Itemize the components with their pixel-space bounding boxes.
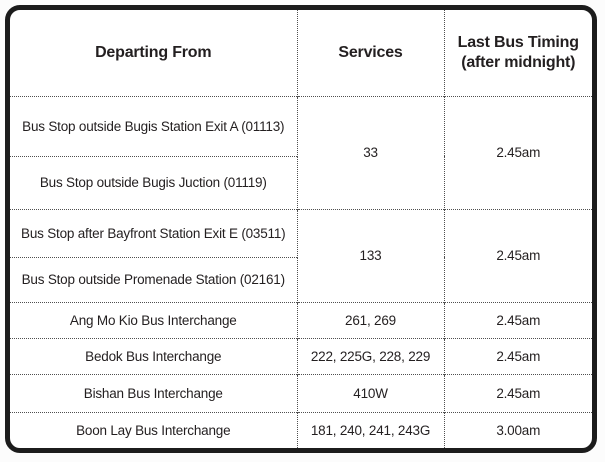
departing-stop-cell: Bus Stop outside Bugis Station Exit A (0… [10, 95, 297, 157]
services-cell: 181, 240, 241, 243G [296, 412, 444, 448]
table-row: Bus Stop outside Bugis Station Exit A (0… [10, 95, 592, 210]
services-cell: 410W [296, 374, 444, 413]
departing-stop-cell: Ang Mo Kio Bus Interchange [10, 302, 297, 339]
table-row: Bishan Bus Interchange 410W 2.45am [10, 374, 592, 413]
table-row: Bus Stop outside Promenade Station (0216… [10, 256, 592, 303]
col-header-services: Services [296, 10, 444, 96]
departing-stop-cell: Bishan Bus Interchange [10, 374, 297, 413]
last-bus-cell: 2.45am [443, 95, 592, 210]
last-bus-cell: 3.00am [443, 412, 592, 448]
services-cell: 33 [296, 95, 444, 210]
last-bus-cell: 2.45am [443, 208, 592, 303]
last-bus-cell: 2.45am [443, 338, 592, 375]
col-header-departing-from: Departing From [95, 43, 212, 61]
bus-last-timing-table: Departing From Services Last Bus Timing … [10, 10, 592, 448]
services-cell: 133 [296, 208, 444, 303]
header-row: Departing From Services Last Bus Timing … [10, 10, 592, 96]
col-header-last-bus-timing: Last Bus Timing (after midnight) [443, 10, 592, 96]
last-bus-cell: 2.45am [443, 302, 592, 339]
departing-stop-cell: Bedok Bus Interchange [10, 338, 297, 375]
services-cell: 222, 225G, 228, 229 [296, 338, 444, 375]
table-row: Bus Stop outside Bugis Juction (01119) [10, 155, 592, 210]
table-row: Boon Lay Bus Interchange 181, 240, 241, … [10, 412, 592, 448]
table-row: Bedok Bus Interchange 222, 225G, 228, 22… [10, 338, 592, 375]
table-row: Bus Stop after Bayfront Station Exit E (… [10, 208, 592, 303]
bus-timetable-frame: Departing From Services Last Bus Timing … [5, 5, 597, 453]
services-cell: 261, 269 [296, 302, 444, 339]
departing-stop-cell: Boon Lay Bus Interchange [10, 412, 297, 448]
departing-stop-cell: Bus Stop outside Bugis Juction (01119) [10, 155, 297, 210]
last-bus-cell: 2.45am [443, 374, 592, 413]
table-row: Ang Mo Kio Bus Interchange 261, 269 2.45… [10, 302, 592, 339]
departing-stop-cell: Bus Stop after Bayfront Station Exit E (… [10, 208, 297, 258]
departing-stop-cell: Bus Stop outside Promenade Station (0216… [10, 256, 297, 303]
